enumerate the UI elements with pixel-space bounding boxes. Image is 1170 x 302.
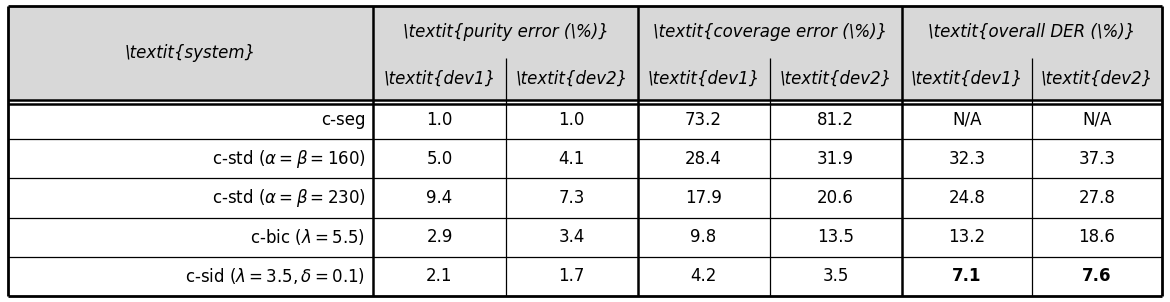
Text: \textit{dev1}: \textit{dev1} (384, 70, 496, 88)
Text: 7.1: 7.1 (952, 267, 982, 285)
Text: \textit{coverage error (\%)}: \textit{coverage error (\%)} (653, 23, 887, 41)
Text: 13.2: 13.2 (948, 228, 985, 246)
Text: 1.0: 1.0 (558, 111, 585, 129)
Text: 9.4: 9.4 (426, 189, 453, 207)
Text: N/A: N/A (1082, 111, 1112, 129)
Text: c-sid ($\lambda = 3.5, \delta = 0.1$): c-sid ($\lambda = 3.5, \delta = 0.1$) (185, 266, 365, 286)
Text: c-std ($\alpha = \beta = 230$): c-std ($\alpha = \beta = 230$) (212, 187, 365, 209)
Bar (8, 218, 1162, 257)
Text: \textit{overall DER (\%)}: \textit{overall DER (\%)} (928, 23, 1136, 41)
Text: \textit{dev1}: \textit{dev1} (647, 70, 759, 88)
Text: 1.0: 1.0 (426, 111, 453, 129)
Text: \textit{system}: \textit{system} (125, 44, 256, 62)
Text: 9.8: 9.8 (690, 228, 717, 246)
Text: 7.3: 7.3 (558, 189, 585, 207)
Text: 28.4: 28.4 (686, 150, 722, 168)
Text: 2.9: 2.9 (426, 228, 453, 246)
Text: c-seg: c-seg (321, 111, 365, 129)
Bar (8, 100, 1162, 139)
Text: \textit{dev2}: \textit{dev2} (515, 70, 628, 88)
Text: 13.5: 13.5 (817, 228, 854, 246)
Text: \textit{dev2}: \textit{dev2} (1041, 70, 1154, 88)
Bar (8, 178, 1162, 218)
Text: 18.6: 18.6 (1079, 228, 1115, 246)
Text: c-bic ($\lambda = 5.5$): c-bic ($\lambda = 5.5$) (250, 227, 365, 247)
Text: \textit{dev1}: \textit{dev1} (910, 70, 1023, 88)
Text: 2.1: 2.1 (426, 267, 453, 285)
Text: 20.6: 20.6 (817, 189, 854, 207)
Text: 27.8: 27.8 (1079, 189, 1115, 207)
Bar (8, 257, 1162, 296)
Text: 4.2: 4.2 (690, 267, 717, 285)
Text: \textit{purity error (\%)}: \textit{purity error (\%)} (402, 23, 608, 41)
Bar (8, 139, 1162, 178)
Text: 31.9: 31.9 (817, 150, 854, 168)
Text: \textit{dev2}: \textit{dev2} (779, 70, 892, 88)
Text: 1.7: 1.7 (558, 267, 585, 285)
Text: 7.6: 7.6 (1082, 267, 1112, 285)
Text: 73.2: 73.2 (686, 111, 722, 129)
Text: 24.8: 24.8 (949, 189, 985, 207)
Text: 3.4: 3.4 (558, 228, 585, 246)
Text: 17.9: 17.9 (686, 189, 722, 207)
Text: 4.1: 4.1 (558, 150, 585, 168)
Text: c-std ($\alpha = \beta = 160$): c-std ($\alpha = \beta = 160$) (212, 148, 365, 170)
Text: 32.3: 32.3 (948, 150, 985, 168)
Text: N/A: N/A (952, 111, 982, 129)
Bar (8, 6, 1162, 100)
Text: 5.0: 5.0 (426, 150, 453, 168)
Text: 3.5: 3.5 (823, 267, 849, 285)
Text: 37.3: 37.3 (1079, 150, 1115, 168)
Text: 81.2: 81.2 (817, 111, 854, 129)
